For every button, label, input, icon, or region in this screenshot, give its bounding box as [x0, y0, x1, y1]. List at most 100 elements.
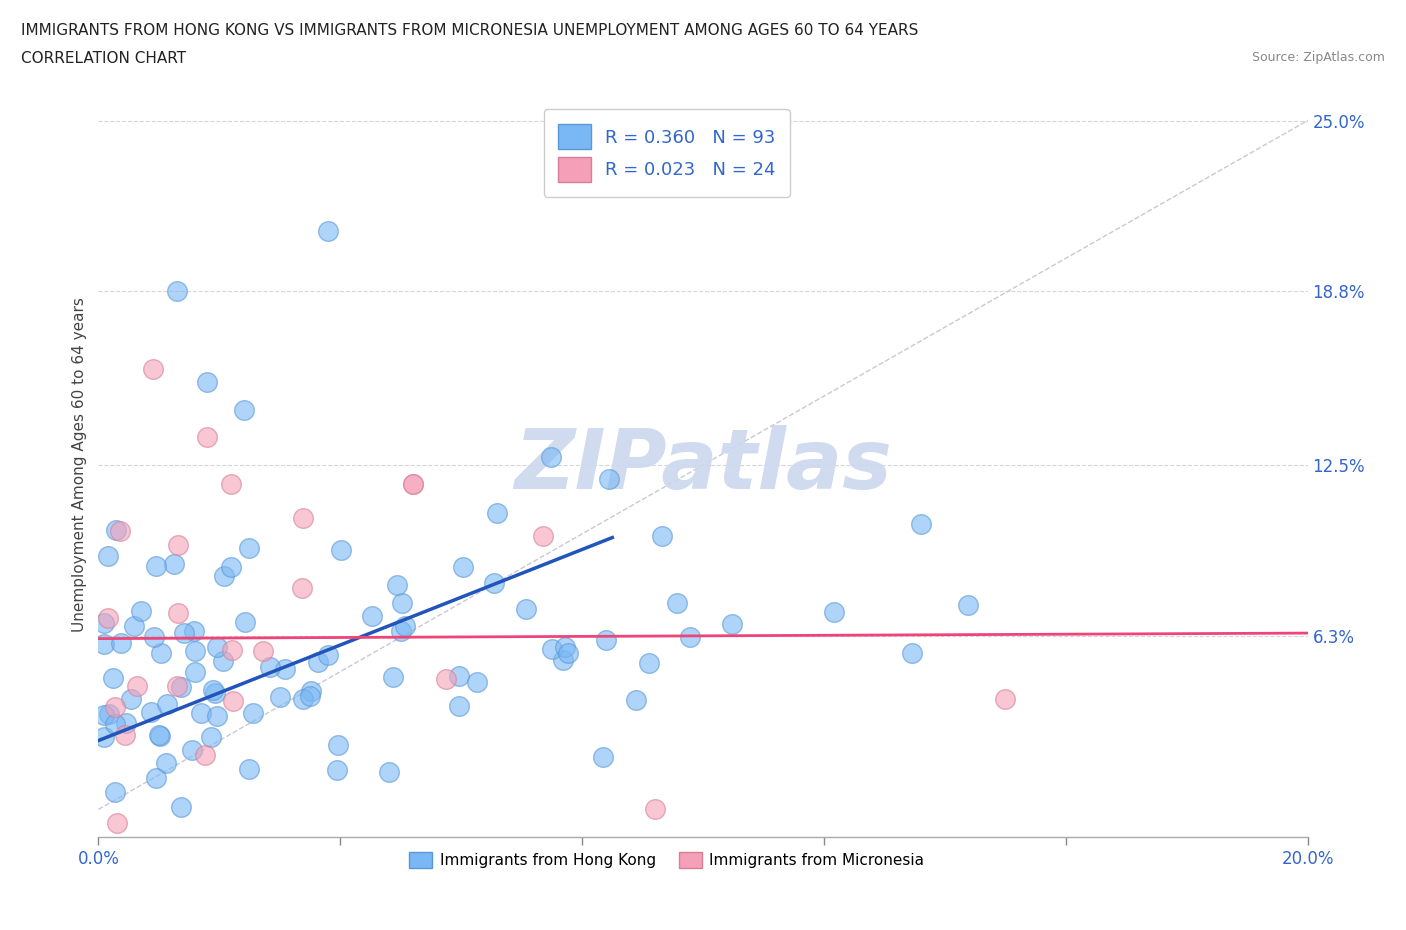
Point — [531, 528, 554, 543]
Point — [485, 505, 508, 520]
Point — [259, 659, 281, 674]
Point — [166, 679, 188, 694]
Point — [183, 623, 205, 638]
Point — [447, 669, 470, 684]
Point — [170, 800, 193, 815]
Point — [156, 697, 179, 711]
Point — [554, 640, 576, 655]
Point — [105, 816, 128, 830]
Point — [318, 648, 340, 663]
Point — [205, 709, 228, 724]
Point — [232, 403, 254, 418]
Text: ZIPatlas: ZIPatlas — [515, 424, 891, 506]
Point — [389, 624, 412, 639]
Point — [212, 568, 235, 583]
Point — [638, 656, 661, 671]
Point — [274, 661, 297, 676]
Point — [823, 604, 845, 619]
Point — [195, 430, 218, 445]
Y-axis label: Unemployment Among Ages 60 to 64 years: Unemployment Among Ages 60 to 64 years — [72, 298, 87, 632]
Point — [110, 635, 132, 650]
Point — [233, 615, 256, 630]
Point — [163, 557, 186, 572]
Point — [149, 729, 172, 744]
Point — [291, 511, 314, 525]
Point — [394, 618, 416, 633]
Point — [120, 692, 142, 707]
Point — [910, 516, 932, 531]
Point — [166, 284, 188, 299]
Point — [183, 644, 205, 658]
Point — [665, 595, 688, 610]
Point — [326, 763, 349, 777]
Point — [595, 632, 617, 647]
Point — [93, 730, 115, 745]
Point — [592, 750, 614, 764]
Point — [221, 477, 243, 492]
Point — [93, 708, 115, 723]
Point — [122, 619, 145, 634]
Point — [299, 688, 322, 703]
Point — [299, 684, 322, 698]
Point — [145, 771, 167, 786]
Point — [557, 645, 579, 660]
Point — [238, 762, 260, 777]
Point — [139, 704, 162, 719]
Point — [97, 707, 120, 722]
Point — [901, 646, 924, 661]
Point — [97, 549, 120, 564]
Point — [382, 670, 405, 684]
Text: CORRELATION CHART: CORRELATION CHART — [21, 51, 186, 66]
Point — [551, 652, 574, 667]
Point — [180, 743, 202, 758]
Point — [108, 524, 131, 538]
Point — [385, 578, 408, 592]
Point — [484, 576, 506, 591]
Point — [291, 580, 314, 595]
Point — [145, 559, 167, 574]
Point — [200, 729, 222, 744]
Point — [184, 664, 207, 679]
Point — [166, 538, 188, 552]
Point — [150, 645, 173, 660]
Point — [434, 672, 457, 687]
Point — [679, 629, 702, 644]
Point — [202, 683, 225, 698]
Point — [104, 785, 127, 800]
Point — [651, 528, 673, 543]
Point — [956, 597, 979, 612]
Point — [721, 617, 744, 631]
Point — [155, 755, 177, 770]
Point — [541, 641, 564, 656]
Point — [114, 716, 136, 731]
Point — [195, 375, 218, 390]
Point — [169, 679, 191, 694]
Point — [229, 885, 252, 900]
Point — [205, 640, 228, 655]
Point — [269, 690, 291, 705]
Point — [994, 692, 1017, 707]
Point — [391, 595, 413, 610]
Point — [307, 655, 329, 670]
Point — [143, 630, 166, 644]
Point — [204, 685, 226, 700]
Point — [173, 626, 195, 641]
Point — [644, 802, 666, 817]
Point — [131, 604, 153, 618]
Point — [114, 728, 136, 743]
Point — [93, 637, 115, 652]
Point — [378, 764, 401, 779]
Point — [212, 654, 235, 669]
Point — [465, 674, 488, 689]
Legend: Immigrants from Hong Kong, Immigrants from Micronesia: Immigrants from Hong Kong, Immigrants fr… — [404, 845, 931, 874]
Point — [238, 540, 260, 555]
Point — [93, 615, 115, 630]
Point — [291, 691, 314, 706]
Point — [402, 477, 425, 492]
Point — [125, 678, 148, 693]
Point — [515, 601, 537, 616]
Point — [101, 671, 124, 685]
Point — [190, 705, 212, 720]
Point — [326, 737, 349, 752]
Point — [361, 608, 384, 623]
